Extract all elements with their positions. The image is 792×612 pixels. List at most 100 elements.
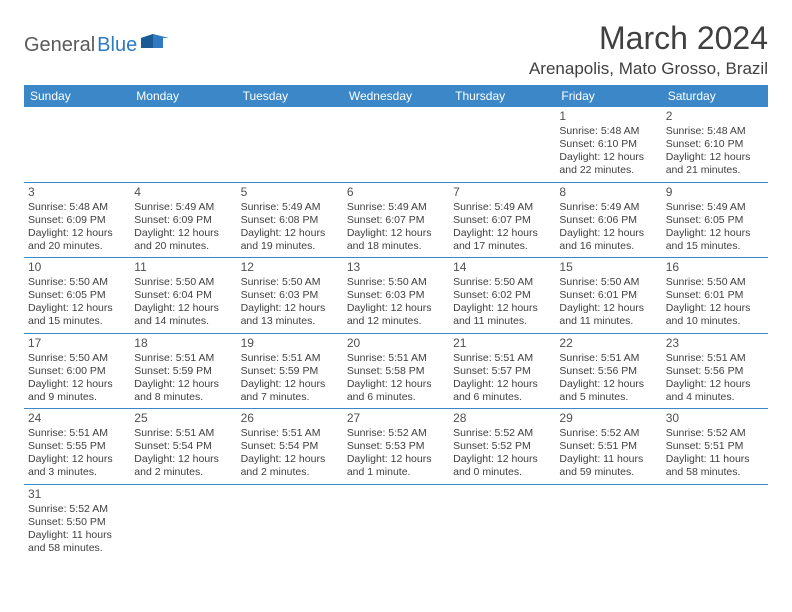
day-number: 20 bbox=[347, 336, 445, 351]
sunset-line: Sunset: 6:03 PM bbox=[347, 289, 445, 302]
calendar-week-row: 24Sunrise: 5:51 AMSunset: 5:55 PMDayligh… bbox=[24, 409, 768, 485]
sunrise-line: Sunrise: 5:52 AM bbox=[559, 427, 657, 440]
daylight-line-2: and 20 minutes. bbox=[28, 240, 126, 253]
calendar-day-cell: 2Sunrise: 5:48 AMSunset: 6:10 PMDaylight… bbox=[662, 107, 768, 182]
sunset-line: Sunset: 6:08 PM bbox=[241, 214, 339, 227]
sunset-line: Sunset: 5:56 PM bbox=[559, 365, 657, 378]
sunrise-line: Sunrise: 5:48 AM bbox=[28, 201, 126, 214]
calendar-day-cell: 12Sunrise: 5:50 AMSunset: 6:03 PMDayligh… bbox=[237, 258, 343, 334]
calendar-empty-cell bbox=[237, 484, 343, 559]
day-number: 21 bbox=[453, 336, 551, 351]
sunset-line: Sunset: 6:09 PM bbox=[28, 214, 126, 227]
day-number: 17 bbox=[28, 336, 126, 351]
sunrise-line: Sunrise: 5:51 AM bbox=[134, 352, 232, 365]
calendar-day-cell: 20Sunrise: 5:51 AMSunset: 5:58 PMDayligh… bbox=[343, 333, 449, 409]
calendar-day-cell: 8Sunrise: 5:49 AMSunset: 6:06 PMDaylight… bbox=[555, 182, 661, 258]
sunrise-line: Sunrise: 5:49 AM bbox=[666, 201, 764, 214]
calendar-empty-cell bbox=[662, 484, 768, 559]
calendar-day-cell: 6Sunrise: 5:49 AMSunset: 6:07 PMDaylight… bbox=[343, 182, 449, 258]
weekday-header: Wednesday bbox=[343, 85, 449, 107]
calendar-day-cell: 30Sunrise: 5:52 AMSunset: 5:51 PMDayligh… bbox=[662, 409, 768, 485]
calendar-empty-cell bbox=[24, 107, 130, 182]
sunrise-line: Sunrise: 5:50 AM bbox=[134, 276, 232, 289]
sunset-line: Sunset: 5:50 PM bbox=[28, 516, 126, 529]
sunset-line: Sunset: 6:05 PM bbox=[28, 289, 126, 302]
daylight-line: Daylight: 12 hours bbox=[241, 453, 339, 466]
sunset-line: Sunset: 6:00 PM bbox=[28, 365, 126, 378]
location-subtitle: Arenapolis, Mato Grosso, Brazil bbox=[529, 59, 768, 79]
calendar-day-cell: 26Sunrise: 5:51 AMSunset: 5:54 PMDayligh… bbox=[237, 409, 343, 485]
daylight-line-2: and 17 minutes. bbox=[453, 240, 551, 253]
day-number: 12 bbox=[241, 260, 339, 275]
calendar-empty-cell bbox=[555, 484, 661, 559]
sunset-line: Sunset: 6:05 PM bbox=[666, 214, 764, 227]
calendar-empty-cell bbox=[237, 107, 343, 182]
day-number: 6 bbox=[347, 185, 445, 200]
daylight-line-2: and 3 minutes. bbox=[28, 466, 126, 479]
daylight-line: Daylight: 12 hours bbox=[241, 227, 339, 240]
logo-text-blue: Blue bbox=[97, 34, 137, 57]
day-number: 31 bbox=[28, 487, 126, 502]
sunset-line: Sunset: 5:51 PM bbox=[559, 440, 657, 453]
sunset-line: Sunset: 6:10 PM bbox=[559, 138, 657, 151]
logo-flag-icon bbox=[141, 34, 169, 57]
day-number: 22 bbox=[559, 336, 657, 351]
daylight-line: Daylight: 12 hours bbox=[666, 378, 764, 391]
sunrise-line: Sunrise: 5:52 AM bbox=[347, 427, 445, 440]
calendar-week-row: 1Sunrise: 5:48 AMSunset: 6:10 PMDaylight… bbox=[24, 107, 768, 182]
day-number: 24 bbox=[28, 411, 126, 426]
sunset-line: Sunset: 5:51 PM bbox=[666, 440, 764, 453]
daylight-line-2: and 20 minutes. bbox=[134, 240, 232, 253]
day-number: 29 bbox=[559, 411, 657, 426]
calendar-day-cell: 28Sunrise: 5:52 AMSunset: 5:52 PMDayligh… bbox=[449, 409, 555, 485]
day-number: 3 bbox=[28, 185, 126, 200]
daylight-line: Daylight: 12 hours bbox=[666, 302, 764, 315]
calendar-week-row: 17Sunrise: 5:50 AMSunset: 6:00 PMDayligh… bbox=[24, 333, 768, 409]
sunrise-line: Sunrise: 5:49 AM bbox=[347, 201, 445, 214]
weekday-header: Friday bbox=[555, 85, 661, 107]
daylight-line-2: and 6 minutes. bbox=[347, 391, 445, 404]
sunset-line: Sunset: 5:59 PM bbox=[241, 365, 339, 378]
sunrise-line: Sunrise: 5:51 AM bbox=[241, 352, 339, 365]
sunrise-line: Sunrise: 5:51 AM bbox=[559, 352, 657, 365]
daylight-line: Daylight: 12 hours bbox=[559, 151, 657, 164]
calendar-week-row: 31Sunrise: 5:52 AMSunset: 5:50 PMDayligh… bbox=[24, 484, 768, 559]
daylight-line: Daylight: 12 hours bbox=[28, 378, 126, 391]
weekday-header-row: Sunday Monday Tuesday Wednesday Thursday… bbox=[24, 85, 768, 107]
sunrise-line: Sunrise: 5:51 AM bbox=[241, 427, 339, 440]
calendar-table: Sunday Monday Tuesday Wednesday Thursday… bbox=[24, 85, 768, 559]
calendar-empty-cell bbox=[130, 107, 236, 182]
calendar-day-cell: 29Sunrise: 5:52 AMSunset: 5:51 PMDayligh… bbox=[555, 409, 661, 485]
daylight-line-2: and 2 minutes. bbox=[134, 466, 232, 479]
sunrise-line: Sunrise: 5:50 AM bbox=[453, 276, 551, 289]
calendar-day-cell: 31Sunrise: 5:52 AMSunset: 5:50 PMDayligh… bbox=[24, 484, 130, 559]
daylight-line: Daylight: 11 hours bbox=[28, 529, 126, 542]
calendar-day-cell: 16Sunrise: 5:50 AMSunset: 6:01 PMDayligh… bbox=[662, 258, 768, 334]
daylight-line: Daylight: 12 hours bbox=[28, 453, 126, 466]
sunset-line: Sunset: 5:56 PM bbox=[666, 365, 764, 378]
sunrise-line: Sunrise: 5:52 AM bbox=[28, 503, 126, 516]
calendar-day-cell: 10Sunrise: 5:50 AMSunset: 6:05 PMDayligh… bbox=[24, 258, 130, 334]
daylight-line-2: and 19 minutes. bbox=[241, 240, 339, 253]
sunrise-line: Sunrise: 5:50 AM bbox=[666, 276, 764, 289]
daylight-line: Daylight: 12 hours bbox=[453, 453, 551, 466]
sunset-line: Sunset: 6:07 PM bbox=[347, 214, 445, 227]
calendar-week-row: 3Sunrise: 5:48 AMSunset: 6:09 PM Daylight… bbox=[24, 182, 768, 258]
daylight-line: Daylight: 12 hours bbox=[453, 378, 551, 391]
daylight-line-2: and 11 minutes. bbox=[559, 315, 657, 328]
sunrise-line: Sunrise: 5:49 AM bbox=[134, 201, 232, 214]
calendar-day-cell: 14Sunrise: 5:50 AMSunset: 6:02 PMDayligh… bbox=[449, 258, 555, 334]
sunrise-line: Sunrise: 5:49 AM bbox=[453, 201, 551, 214]
sunrise-line: Sunrise: 5:50 AM bbox=[241, 276, 339, 289]
daylight-line-2: and 6 minutes. bbox=[453, 391, 551, 404]
day-number: 9 bbox=[666, 185, 764, 200]
day-number: 4 bbox=[134, 185, 232, 200]
daylight-line-2: and 1 minute. bbox=[347, 466, 445, 479]
day-number: 18 bbox=[134, 336, 232, 351]
daylight-line: Daylight: 12 hours bbox=[134, 227, 232, 240]
calendar-day-cell: 25Sunrise: 5:51 AMSunset: 5:54 PMDayligh… bbox=[130, 409, 236, 485]
calendar-day-cell: 22Sunrise: 5:51 AMSunset: 5:56 PMDayligh… bbox=[555, 333, 661, 409]
sunset-line: Sunset: 5:54 PM bbox=[134, 440, 232, 453]
calendar-day-cell: 18Sunrise: 5:51 AMSunset: 5:59 PMDayligh… bbox=[130, 333, 236, 409]
calendar-empty-cell bbox=[343, 107, 449, 182]
